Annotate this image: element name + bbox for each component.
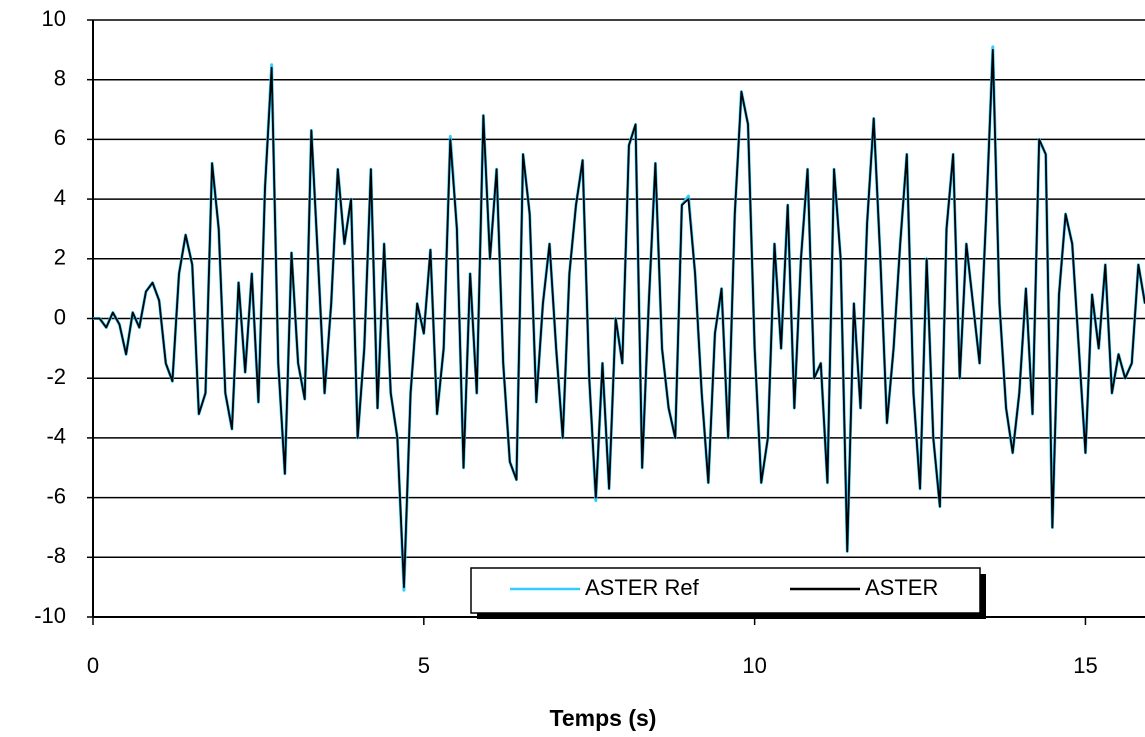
x-axis-title: Temps (s) — [550, 705, 657, 731]
y-tick-label: -10 — [34, 603, 66, 628]
legend-label: ASTER — [865, 575, 938, 600]
y-tick-label: 8 — [54, 66, 66, 91]
y-tick-label: -8 — [46, 543, 66, 568]
y-tick-label: -4 — [46, 424, 66, 449]
y-tick-label: 10 — [42, 6, 66, 31]
y-tick-label: 2 — [54, 245, 66, 270]
y-tick-label: -2 — [46, 364, 66, 389]
legend-label: ASTER Ref — [585, 575, 700, 600]
y-tick-label: 4 — [54, 185, 66, 210]
y-tick-label: 0 — [54, 304, 66, 329]
legend-box — [470, 567, 981, 614]
x-tick-label: 0 — [87, 653, 99, 678]
y-tick-label: 6 — [54, 125, 66, 150]
x-tick-label: 10 — [742, 653, 766, 678]
x-tick-label: 5 — [418, 653, 430, 678]
x-tick-label: 15 — [1073, 653, 1097, 678]
y-tick-label: -6 — [46, 483, 66, 508]
legend: ASTER Ref ASTER — [470, 567, 986, 619]
series-line — [93, 48, 1145, 589]
